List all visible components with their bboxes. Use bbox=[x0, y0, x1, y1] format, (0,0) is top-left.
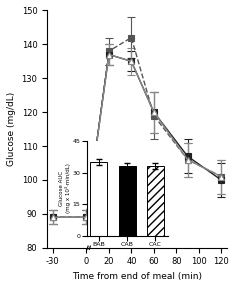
X-axis label: Time from end of meal (min): Time from end of meal (min) bbox=[72, 272, 202, 281]
Y-axis label: Glucose (mg/dL): Glucose (mg/dL) bbox=[7, 92, 16, 166]
